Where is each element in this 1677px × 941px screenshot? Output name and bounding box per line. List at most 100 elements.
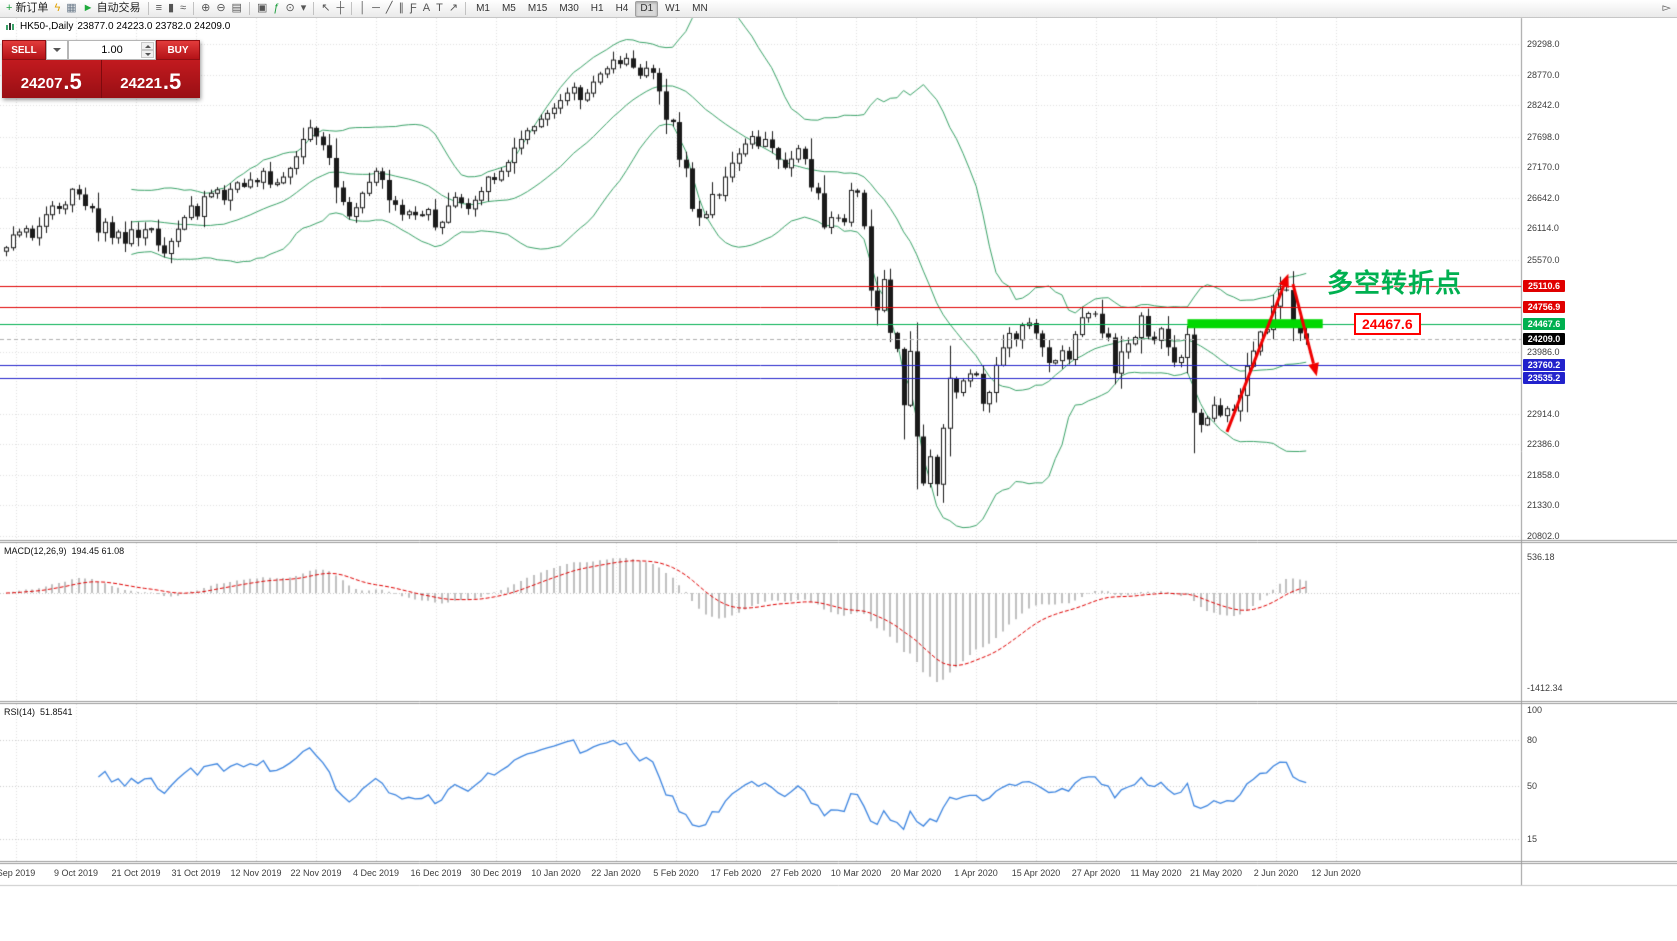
timeframe-m5-button[interactable]: M5 [501, 2, 516, 14]
zoom-out-button[interactable]: ⊖ [213, 1, 228, 16]
timeframe-m1-button[interactable]: M1 [476, 2, 490, 14]
chart-symbol-period: HK50-,Daily [20, 21, 74, 32]
templates-icon: ▾ [300, 2, 307, 14]
current-price-badge: 24209.0 [1523, 332, 1565, 345]
price-axis[interactable] [1521, 18, 1581, 884]
volume-dropdown[interactable] [46, 40, 68, 60]
toolbar-separator [313, 2, 315, 15]
level-price-badge: 24756.9 [1523, 300, 1565, 313]
buy-price: 24221 [120, 75, 162, 92]
zoom-out-icon: ⊖ [216, 2, 226, 14]
new-chart-button[interactable]: ▣ [254, 1, 270, 16]
channel-button[interactable]: ∥ [396, 1, 408, 16]
date-tick-label: Sep 2019 [0, 868, 36, 878]
line-chart-icon: ≈ [180, 2, 187, 14]
new-order-button[interactable]: + 新订单 [3, 1, 51, 16]
timeframe-mn-button[interactable]: MN [692, 2, 708, 14]
price-tick: 25570.0 [1527, 254, 1560, 265]
toolbar-right-group: ▻ [1660, 1, 1674, 16]
toolbar-separator [193, 2, 195, 15]
buy-button[interactable]: BUY [156, 40, 200, 60]
cursor-icon: ↖ [321, 2, 331, 14]
profiles-button[interactable]: ▦ [63, 1, 79, 16]
rsi-indicator-label: RSI(14) 51.8541 [4, 707, 73, 717]
price-tick: 26114.0 [1527, 223, 1559, 234]
rsi-axis-tick: 15 [1527, 834, 1538, 845]
bar-chart-button[interactable]: ≡ [153, 1, 165, 16]
timeframe-h1-button[interactable]: H1 [590, 2, 604, 14]
autotrading-button[interactable]: ► 自动交易 [80, 1, 144, 16]
zoom-in-icon: ⊕ [201, 2, 211, 14]
metaeditor-button[interactable]: ϟ [51, 1, 63, 16]
autotrading-button-label: 自动交易 [96, 2, 141, 14]
price-tick: 21330.0 [1527, 500, 1560, 511]
volume-input[interactable]: 1.00 [68, 40, 156, 60]
vertical-line-button[interactable]: │ [356, 1, 369, 16]
crosshair-icon: ┼ [336, 2, 345, 14]
timeframe-h4-button[interactable]: H4 [615, 2, 629, 14]
rsi-axis-tick: 80 [1527, 735, 1538, 746]
volume-increase-button[interactable] [141, 42, 154, 50]
timeframe-w1-button[interactable]: W1 [665, 2, 681, 14]
tile-windows-button[interactable]: ▤ [229, 1, 245, 16]
buy-price-button[interactable]: 24221.5 [101, 60, 200, 98]
date-tick-label: 15 Apr 2020 [1011, 868, 1061, 878]
trendline-icon: ╱ [385, 2, 393, 14]
line-chart-button[interactable]: ≈ [177, 1, 189, 16]
macd-indicator-label: MACD(12,26,9) 194.45 61.08 [4, 546, 124, 556]
date-tick-label: 22 Jan 2020 [591, 868, 641, 878]
macd-title: MACD(12,26,9) [4, 546, 67, 556]
indicators-button[interactable]: ƒ [270, 1, 282, 16]
price-tick: 26642.0 [1527, 192, 1560, 203]
chart-title: HK50-,Daily 23877.0 24223.0 23782.0 2420… [5, 21, 230, 32]
sell-price-pip: .5 [63, 69, 82, 94]
label-button[interactable]: T [433, 1, 446, 16]
sell-price-button[interactable]: 24207.5 [2, 60, 102, 98]
level-price-badge: 23535.2 [1523, 371, 1565, 384]
text-button[interactable]: A [420, 1, 433, 16]
templates-button[interactable]: ▾ [298, 1, 310, 16]
macd-axis-tick: 536.18 [1527, 552, 1555, 562]
date-tick-label: 10 Jan 2020 [531, 868, 581, 878]
rsi-value: 51.8541 [40, 707, 73, 717]
price-tick: 27698.0 [1527, 131, 1560, 142]
chart-shift-button[interactable]: ▻ [1660, 1, 1674, 16]
cursor-button[interactable]: ↖ [318, 1, 333, 16]
price-tick: 21858.0 [1527, 469, 1560, 480]
date-tick-label: 4 Dec 2019 [352, 868, 400, 878]
rsi-title: RSI(14) [4, 707, 36, 717]
periods-button[interactable]: ⊙ [282, 1, 297, 16]
text-icon: A [422, 2, 431, 14]
timeframe-m15-button[interactable]: M15 [527, 2, 548, 14]
sell-button[interactable]: SELL [2, 40, 46, 60]
volume-decrease-button[interactable] [141, 50, 154, 58]
autotrading-icon: ► [82, 2, 94, 14]
toolbar-separator [248, 2, 250, 15]
new-order-button-label: 新订单 [15, 2, 49, 14]
toolbar-separator [465, 2, 467, 15]
volume-stepper [141, 42, 154, 58]
date-tick-label: 21 May 2020 [1189, 868, 1243, 878]
timeframe-m30-button[interactable]: M30 [559, 2, 579, 14]
trendline-button[interactable]: ╱ [383, 1, 396, 16]
turning-point-annotation: 多空转折点 [1327, 268, 1463, 298]
rsi-axis-tick: 100 [1527, 705, 1543, 715]
crosshair-button[interactable]: ┼ [333, 1, 347, 16]
date-tick-label: 10 Mar 2020 [830, 868, 882, 878]
date-tick-label: 30 Dec 2019 [470, 868, 522, 878]
date-tick-label: 12 Jun 2020 [1311, 868, 1361, 878]
arrows-button[interactable]: ↗ [446, 1, 461, 16]
date-tick-label: 5 Feb 2020 [653, 868, 699, 878]
date-tick-label: 27 Apr 2020 [1071, 868, 1121, 878]
fibonacci-button[interactable]: Ƒ [407, 1, 420, 16]
price-tick: 28242.0 [1527, 100, 1560, 111]
horizontal-line-button[interactable]: ─ [369, 1, 383, 16]
price-tick: 20802.0 [1527, 531, 1560, 541]
date-tick-label: 22 Nov 2019 [290, 868, 342, 878]
price-tick: 22914.0 [1527, 408, 1560, 419]
zoom-in-button[interactable]: ⊕ [198, 1, 213, 16]
chevron-up-icon [144, 42, 151, 48]
timeframe-d1-button[interactable]: D1 [635, 0, 659, 17]
candlestick-button[interactable]: ▮ [165, 1, 177, 16]
